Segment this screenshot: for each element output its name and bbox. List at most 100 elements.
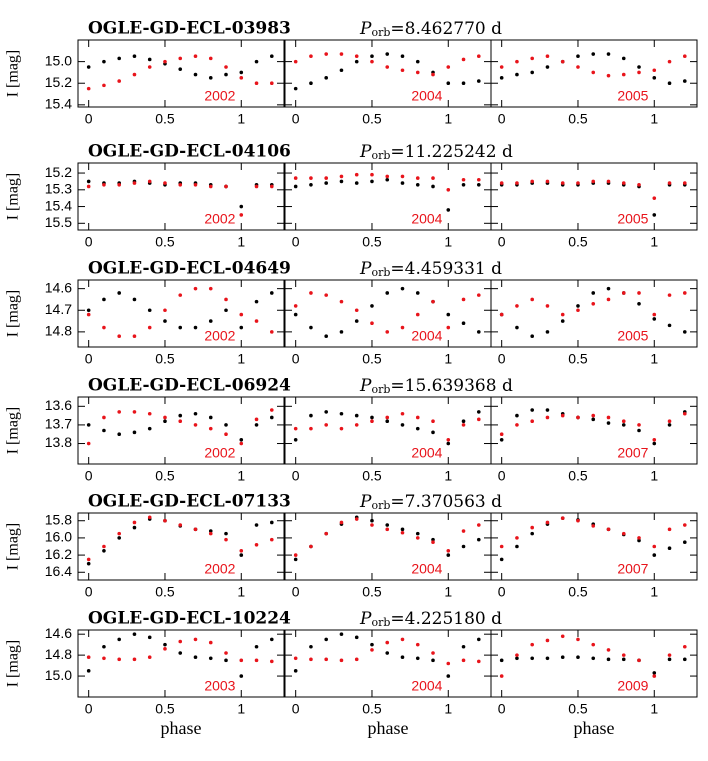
data-point (370, 642, 374, 647)
data-point (224, 432, 228, 437)
y-tick-label: 15.2 (45, 74, 72, 90)
x-tick-label: 0.5 (568, 351, 588, 367)
data-point (621, 419, 626, 423)
data-point (499, 544, 504, 549)
x-tick-label: 0 (85, 468, 93, 484)
year-label: 2005 (617, 88, 648, 104)
data-point (621, 531, 626, 536)
data-point (682, 291, 687, 295)
x-tick-label: 0 (85, 701, 93, 717)
data-point (652, 68, 657, 73)
data-point (545, 656, 550, 661)
period-value: =4.225180 d (390, 609, 502, 629)
data-point (354, 54, 359, 59)
y-tick-label: 13.8 (45, 434, 72, 450)
data-point (530, 56, 534, 61)
x-tick-label: 0 (498, 701, 506, 717)
data-point (293, 656, 298, 661)
data-point (86, 557, 91, 562)
data-point (667, 653, 672, 657)
data-point (637, 658, 641, 663)
data-point (224, 65, 228, 69)
x-tick-label: 1 (237, 234, 245, 250)
period-value: =4.459331 d (390, 259, 502, 279)
year-label: 2004 (411, 88, 442, 104)
data-point (339, 68, 344, 73)
data-point (147, 635, 152, 640)
data-point (269, 537, 274, 542)
y-tick-label: 14.6 (45, 625, 72, 641)
period-label: Porb=11.225242 d (359, 142, 513, 163)
data-point (652, 441, 657, 446)
data-point (667, 59, 672, 64)
data-point (530, 525, 534, 530)
data-point (515, 59, 519, 64)
data-point (515, 181, 519, 185)
data-point (545, 65, 550, 69)
y-tick-label: 15.4 (45, 197, 72, 213)
data-point (370, 304, 374, 308)
data-point (545, 330, 550, 334)
period-label: Porb=7.370563 d (359, 492, 502, 513)
data-point (621, 56, 626, 61)
data-point (545, 415, 550, 420)
data-point (339, 299, 344, 304)
data-point (132, 72, 137, 77)
data-point (208, 529, 213, 533)
x-tick-label: 1 (237, 584, 245, 600)
data-point (461, 57, 466, 62)
data-point (86, 308, 91, 313)
data-point (499, 438, 504, 442)
year-label: 2007 (617, 445, 648, 461)
data-point (637, 70, 641, 75)
x-tick-label: 1 (444, 351, 452, 367)
year-label: 2002 (204, 88, 235, 104)
year-label: 2007 (617, 561, 648, 577)
data-point (163, 59, 167, 64)
y-tick-label: 16.2 (45, 546, 72, 562)
data-point (400, 655, 405, 660)
data-point (309, 54, 313, 59)
data-point (591, 642, 596, 647)
data-point (269, 520, 274, 525)
data-point (339, 411, 344, 416)
data-point (560, 181, 565, 185)
data-point (446, 188, 451, 192)
data-point (86, 179, 91, 184)
data-point (461, 81, 466, 86)
data-point (254, 81, 259, 86)
y-tick-label: 13.7 (45, 416, 72, 432)
x-tick-label: 0.5 (362, 584, 382, 600)
panel-frame (490, 279, 698, 348)
data-point (102, 415, 106, 420)
data-point (461, 419, 466, 423)
x-tick-label: 0 (498, 234, 506, 250)
data-point (239, 553, 244, 557)
data-point (499, 65, 504, 69)
data-point (293, 426, 298, 431)
period-value: =7.370563 d (390, 492, 502, 512)
data-point (86, 561, 91, 566)
data-point (239, 312, 244, 317)
data-point (385, 65, 390, 69)
data-point (354, 423, 359, 427)
data-point (385, 177, 390, 182)
data-point (178, 56, 183, 61)
data-point (652, 674, 657, 678)
y-tick-label: 16.4 (45, 563, 72, 579)
data-point (637, 538, 641, 543)
y-tick-label: 15.0 (45, 667, 72, 683)
y-tick-label: 14.8 (45, 323, 72, 339)
data-point (606, 648, 611, 652)
data-point (591, 656, 596, 661)
data-point (254, 417, 259, 422)
data-point (446, 208, 451, 212)
x-tick-label: 0.5 (362, 351, 382, 367)
data-point (293, 553, 298, 557)
data-point (545, 179, 550, 184)
data-point (515, 544, 519, 549)
data-point (637, 182, 641, 187)
year-label: 2004 (411, 211, 442, 227)
data-point (324, 181, 329, 185)
data-point (545, 304, 550, 308)
